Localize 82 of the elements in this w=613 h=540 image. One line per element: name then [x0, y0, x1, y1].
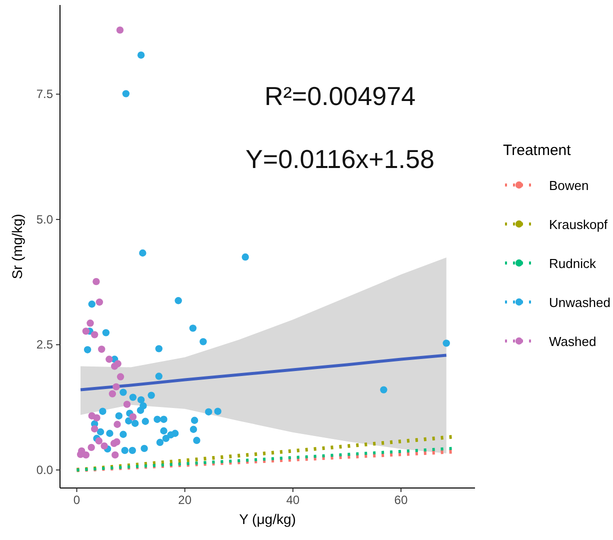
line-series [79, 354, 448, 392]
point [174, 297, 182, 304]
point [114, 360, 122, 368]
point [380, 386, 388, 394]
point [160, 427, 168, 434]
point [88, 444, 95, 452]
point [129, 413, 137, 420]
point [112, 383, 120, 390]
x-tick-label: 40 [286, 493, 300, 507]
point [123, 400, 131, 408]
legend-label: Washed [549, 334, 596, 349]
point [148, 392, 155, 399]
x-tick-label: 60 [394, 493, 408, 507]
legend-label: Rudnick [549, 256, 596, 271]
point [93, 414, 100, 422]
point [205, 408, 212, 416]
point [140, 444, 148, 452]
point [106, 356, 113, 363]
y-tick-label: 2.5 [36, 338, 54, 352]
point [121, 446, 128, 454]
point [100, 442, 108, 450]
point [82, 328, 90, 335]
point [190, 426, 198, 433]
point [113, 438, 120, 446]
annotation: Y=0.0116x+1.58 [246, 144, 434, 174]
point [82, 451, 90, 459]
legend-label: Unwashed [549, 295, 610, 310]
point [108, 390, 116, 398]
point [155, 372, 162, 380]
point [106, 430, 114, 437]
y-tick-label: 0.0 [36, 462, 54, 477]
point [98, 346, 106, 353]
x-tick-label: 0 [73, 493, 80, 507]
point [160, 416, 168, 423]
point [190, 416, 198, 424]
x-axis-title: Y (μg/kg) [239, 511, 296, 527]
point [120, 388, 127, 396]
point [214, 408, 222, 415]
point [242, 253, 249, 261]
point [102, 329, 110, 336]
point [84, 346, 92, 354]
point [442, 340, 450, 347]
point [189, 324, 197, 332]
point [116, 373, 124, 380]
point [92, 278, 100, 286]
point [142, 418, 149, 425]
point [90, 425, 98, 432]
point [120, 430, 127, 438]
point [154, 416, 161, 423]
point [116, 26, 124, 34]
point [200, 338, 207, 346]
legend-label: Krauskopf [549, 217, 608, 232]
point [129, 394, 137, 401]
point [139, 249, 146, 257]
point [112, 451, 119, 459]
point [86, 320, 94, 327]
point [155, 345, 162, 352]
point [114, 420, 121, 428]
point [137, 52, 145, 59]
point [137, 396, 145, 404]
point [88, 300, 96, 308]
point [136, 406, 144, 414]
point [95, 437, 103, 444]
legend-title: Treatment [503, 142, 572, 159]
y-tick-label: 7.5 [36, 87, 54, 102]
point [99, 408, 106, 415]
point [115, 412, 122, 420]
x-tick-label: 20 [178, 493, 192, 507]
point [96, 298, 104, 306]
y-axis-title: Sr (mg/kg) [9, 214, 25, 280]
point [122, 90, 130, 98]
point [90, 331, 98, 338]
point [193, 436, 200, 444]
legend-label: Bowen [549, 178, 589, 193]
point [156, 438, 164, 446]
point [132, 420, 139, 427]
y-tick-label: 5.0 [36, 212, 54, 226]
point [172, 430, 179, 437]
point [128, 446, 136, 454]
point [162, 434, 170, 442]
point [96, 428, 104, 436]
annotation: R²=0.004974 [264, 81, 416, 111]
